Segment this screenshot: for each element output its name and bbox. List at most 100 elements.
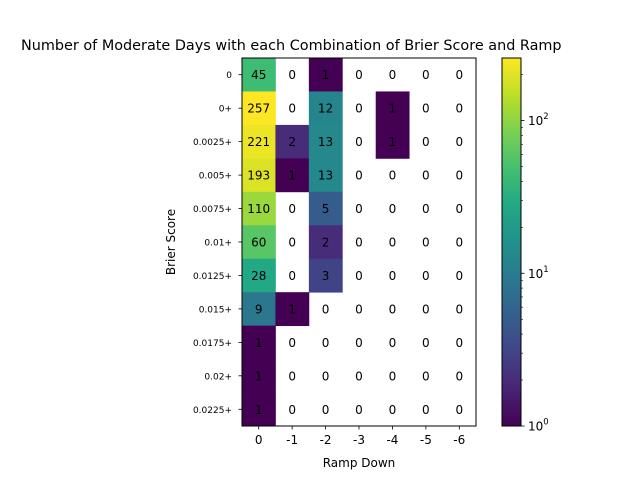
y-tick-label: 0.02+: [204, 372, 232, 382]
heatmap-cell: [242, 225, 276, 260]
heatmap-cell: [308, 91, 343, 126]
cell-value: 0: [422, 369, 430, 383]
cell-value: 13: [318, 135, 333, 149]
cell-value: 0: [455, 102, 463, 116]
cell-value: 60: [251, 236, 266, 250]
cell-value: 0: [322, 336, 330, 350]
x-tick-label: -4: [386, 433, 398, 447]
cell-value: 0: [389, 269, 397, 283]
cell-value: 2: [288, 135, 296, 149]
heatmap-cell: [308, 124, 343, 159]
x-tick-label: -2: [320, 433, 332, 447]
cell-value: 3: [322, 269, 330, 283]
y-tick-label: 0.015+: [199, 305, 232, 315]
y-tick-label: 0.0125+: [193, 272, 232, 282]
cell-value: 0: [422, 169, 430, 183]
cell-value: 0: [322, 369, 330, 383]
cell-value: 0: [288, 369, 296, 383]
cell-value: 0: [422, 336, 430, 350]
heatmap-cell: [308, 258, 343, 293]
cell-value: 0: [355, 403, 363, 417]
y-tick-label: 0.0075+: [193, 205, 232, 215]
y-tick-label: 0.0225+: [193, 406, 232, 416]
y-axis-label: Brier Score: [164, 209, 178, 275]
cell-value: 0: [455, 336, 463, 350]
heatmap-cell: [275, 124, 310, 159]
heatmap-cell: [375, 124, 410, 159]
cell-value: 1: [255, 336, 263, 350]
cell-value: 1: [389, 102, 397, 116]
heatmap-cell: [242, 392, 276, 427]
cell-value: 0: [355, 135, 363, 149]
cell-value: 193: [247, 169, 270, 183]
cell-value: 0: [455, 369, 463, 383]
colorbar-tick-label: 102: [528, 112, 549, 128]
cell-value: 1: [255, 403, 263, 417]
colorbar-tick-label: 101: [528, 265, 549, 281]
heatmap-cell: [242, 91, 276, 126]
heatmap-cell: [242, 191, 276, 226]
y-tick-label: 0+: [219, 105, 232, 115]
cell-value: 0: [288, 269, 296, 283]
cell-value: 0: [455, 68, 463, 82]
cell-value: 0: [322, 403, 330, 417]
cell-value: 13: [318, 169, 333, 183]
x-tick-label: -1: [286, 433, 298, 447]
cell-value: 221: [247, 135, 270, 149]
cell-value: 1: [322, 68, 330, 82]
cell-value: 0: [389, 202, 397, 216]
cell-value: 0: [355, 202, 363, 216]
colorbar-ticks: 100 101 102: [521, 74, 549, 434]
cell-value: 0: [389, 169, 397, 183]
x-axis-ticks: 0 -1 -2 -3 -4 -5 -6: [255, 426, 465, 447]
y-tick-label: 0: [226, 71, 232, 81]
cell-value: 28: [251, 269, 266, 283]
cell-value: 0: [288, 102, 296, 116]
x-tick-label: 0: [255, 433, 263, 447]
heatmap-cell: [308, 191, 343, 226]
cell-value: 9: [255, 302, 263, 316]
cell-value: 0: [288, 68, 296, 82]
cell-value: 0: [288, 236, 296, 250]
cell-value: 0: [355, 68, 363, 82]
cell-value: 0: [422, 202, 430, 216]
cell-value: 1: [288, 169, 296, 183]
x-tick-label: -6: [453, 433, 465, 447]
heatmap-cell: [242, 58, 276, 92]
cell-value: 0: [322, 302, 330, 316]
heatmap-cell: [242, 258, 276, 293]
cell-value: 0: [355, 336, 363, 350]
x-tick-label: -3: [353, 433, 365, 447]
x-tick-label: -5: [420, 433, 432, 447]
cell-value: 1: [255, 369, 263, 383]
cell-value: 0: [422, 236, 430, 250]
cell-value: 0: [389, 403, 397, 417]
cell-value: 0: [389, 369, 397, 383]
y-tick-label: 0.01+: [204, 239, 232, 249]
cell-value: 110: [247, 202, 270, 216]
cell-value: 45: [251, 68, 266, 82]
heatmap-cell: [242, 158, 276, 193]
cell-value: 0: [288, 403, 296, 417]
x-axis-label: Ramp Down: [323, 456, 396, 470]
cell-value: 0: [455, 403, 463, 417]
chart-title: Number of Moderate Days with each Combin…: [21, 38, 562, 54]
cell-value: 0: [422, 403, 430, 417]
cell-value: 0: [422, 269, 430, 283]
y-tick-label: 0.005+: [199, 172, 232, 182]
cell-value: 0: [389, 302, 397, 316]
heatmap-cell: [242, 359, 276, 393]
cell-value: 0: [455, 302, 463, 316]
heatmap-cells: [242, 58, 410, 427]
cell-value: 1: [389, 135, 397, 149]
heatmap-cell: [275, 158, 310, 193]
cell-value: 0: [355, 302, 363, 316]
y-tick-label: 0.0175+: [193, 339, 232, 349]
heatmap-cell: [375, 91, 410, 126]
heatmap-cell: [275, 292, 310, 327]
heatmap-cell: [242, 325, 276, 360]
cell-value: 0: [355, 236, 363, 250]
cell-value: 0: [455, 202, 463, 216]
